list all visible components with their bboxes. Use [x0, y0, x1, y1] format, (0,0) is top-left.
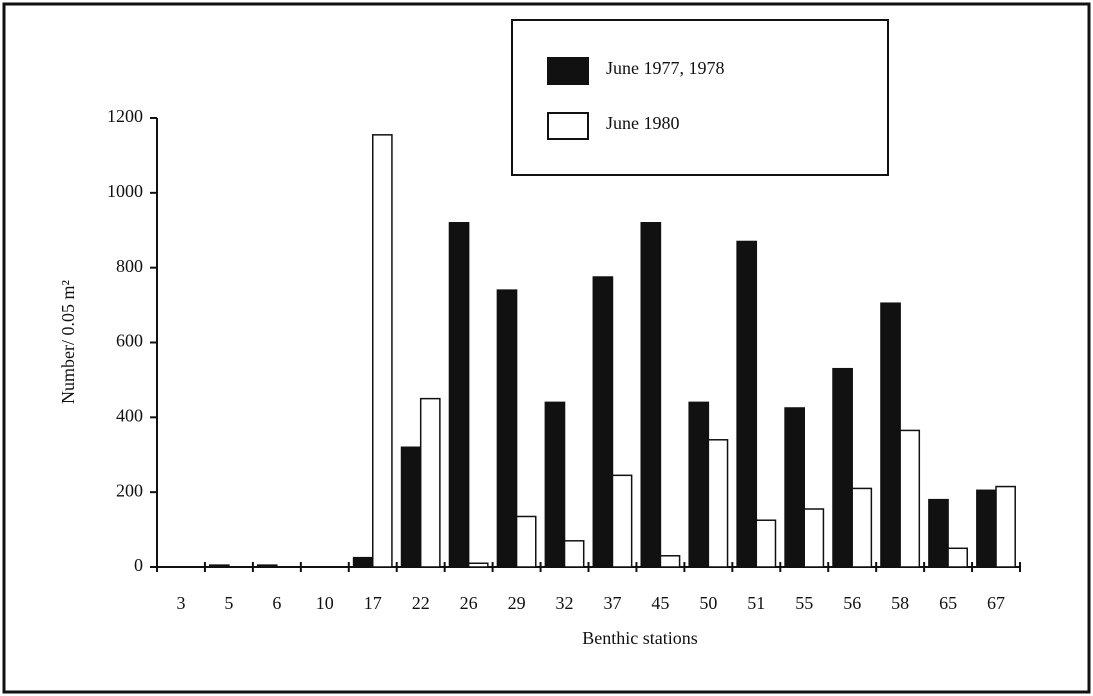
x-tick-label: 51	[747, 593, 765, 613]
x-tick-label: 17	[364, 593, 382, 613]
legend-swatch	[547, 112, 589, 140]
y-tick-label: 200	[116, 480, 143, 500]
x-tick-label: 65	[939, 593, 957, 613]
bar	[707, 439, 729, 568]
legend-label: June 1980	[606, 113, 680, 133]
bar	[851, 487, 873, 568]
bar	[515, 515, 537, 568]
bar	[659, 555, 681, 568]
x-tick-label: 29	[508, 593, 526, 613]
bar	[803, 508, 825, 568]
bar	[563, 540, 585, 568]
x-tick-label: 26	[460, 593, 478, 613]
bar	[899, 429, 921, 568]
bar	[640, 222, 662, 568]
x-tick-label: 37	[603, 593, 621, 613]
x-tick-label: 55	[795, 593, 813, 613]
x-tick-label: 67	[987, 593, 1005, 613]
y-tick-label: 800	[116, 256, 143, 276]
legend-swatch	[547, 57, 589, 85]
bar	[736, 240, 758, 568]
x-tick-label: 10	[316, 593, 334, 613]
legend-box	[511, 19, 889, 176]
bar	[419, 397, 441, 568]
bar	[688, 401, 710, 568]
bar	[880, 302, 901, 568]
y-tick-label: 1000	[107, 181, 143, 201]
bar	[400, 446, 422, 568]
x-axis-label: Benthic stations	[582, 628, 698, 648]
bar	[784, 407, 805, 568]
y-axis-label: Number/ 0.05 m²	[58, 280, 78, 404]
bar	[755, 519, 777, 568]
x-tick-label: 6	[272, 593, 281, 613]
y-tick-label: 0	[134, 555, 143, 575]
legend-label: June 1977, 1978	[606, 58, 725, 78]
x-tick-label: 50	[699, 593, 717, 613]
x-tick-label: 45	[651, 593, 669, 613]
x-tick-label: 58	[891, 593, 909, 613]
y-tick-label: 1200	[107, 106, 143, 126]
bar	[467, 562, 489, 568]
bar	[448, 222, 470, 568]
bar	[372, 134, 393, 568]
x-tick-label: 56	[843, 593, 861, 613]
bar	[976, 489, 997, 568]
y-tick-label: 400	[116, 405, 143, 425]
bar	[947, 547, 969, 568]
bar	[832, 367, 853, 568]
x-tick-label: 22	[412, 593, 430, 613]
x-tick-label: 32	[556, 593, 574, 613]
x-tick-label: 5	[224, 593, 233, 613]
bar	[352, 556, 374, 568]
bar	[208, 564, 230, 568]
bar	[611, 474, 633, 568]
bar	[928, 498, 949, 568]
bar	[995, 485, 1016, 568]
x-tick-label: 3	[176, 593, 185, 613]
bar	[256, 564, 278, 568]
y-tick-label: 600	[116, 331, 143, 351]
bar	[496, 289, 518, 568]
bar	[592, 276, 614, 568]
bar	[544, 401, 566, 568]
